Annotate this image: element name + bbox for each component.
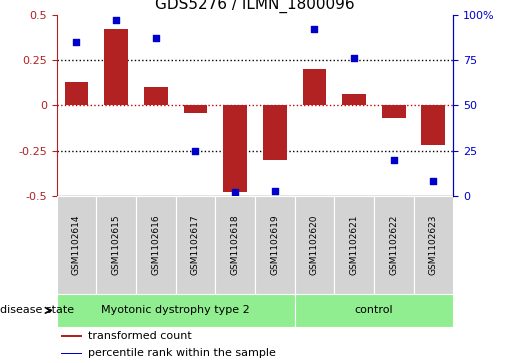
Bar [421, 105, 445, 145]
Point [429, 179, 437, 184]
Bar [176, 196, 215, 294]
Text: GSM1102616: GSM1102616 [151, 215, 160, 276]
Bar [295, 196, 334, 294]
Bar [64, 82, 89, 105]
Bar [61, 352, 82, 354]
Text: percentile rank within the sample: percentile rank within the sample [89, 348, 276, 359]
Text: GSM1102615: GSM1102615 [112, 215, 121, 276]
Bar [96, 196, 136, 294]
Bar [334, 196, 374, 294]
Text: GSM1102622: GSM1102622 [389, 215, 398, 275]
Text: disease state: disease state [0, 305, 74, 315]
Text: GSM1102620: GSM1102620 [310, 215, 319, 275]
Bar [57, 294, 295, 327]
Text: GSM1102618: GSM1102618 [231, 215, 239, 276]
Point [72, 39, 80, 45]
Point [112, 17, 120, 23]
Title: GDS5276 / ILMN_1800096: GDS5276 / ILMN_1800096 [155, 0, 355, 13]
Text: transformed count: transformed count [89, 331, 192, 341]
Bar [223, 105, 247, 192]
Text: GSM1102614: GSM1102614 [72, 215, 81, 275]
Bar [136, 196, 176, 294]
Bar [382, 105, 406, 118]
Bar [255, 196, 295, 294]
Bar [302, 69, 327, 105]
Text: control: control [354, 305, 393, 315]
Bar [414, 196, 453, 294]
Bar [263, 105, 287, 160]
Point [271, 188, 279, 193]
Bar [104, 29, 128, 105]
Point [350, 55, 358, 61]
Point [231, 189, 239, 195]
Bar [374, 196, 414, 294]
Bar [295, 294, 453, 327]
Point [310, 26, 318, 32]
Point [389, 157, 398, 163]
Bar [183, 105, 208, 113]
Point [151, 35, 160, 41]
Text: GSM1102619: GSM1102619 [270, 215, 279, 276]
Text: GSM1102623: GSM1102623 [429, 215, 438, 275]
Text: GSM1102621: GSM1102621 [350, 215, 358, 275]
Bar [61, 335, 82, 337]
Text: Myotonic dystrophy type 2: Myotonic dystrophy type 2 [101, 305, 250, 315]
Bar [144, 87, 168, 105]
Point [191, 148, 199, 154]
Text: GSM1102617: GSM1102617 [191, 215, 200, 276]
Bar [215, 196, 255, 294]
Bar [57, 196, 96, 294]
Bar [342, 94, 366, 105]
